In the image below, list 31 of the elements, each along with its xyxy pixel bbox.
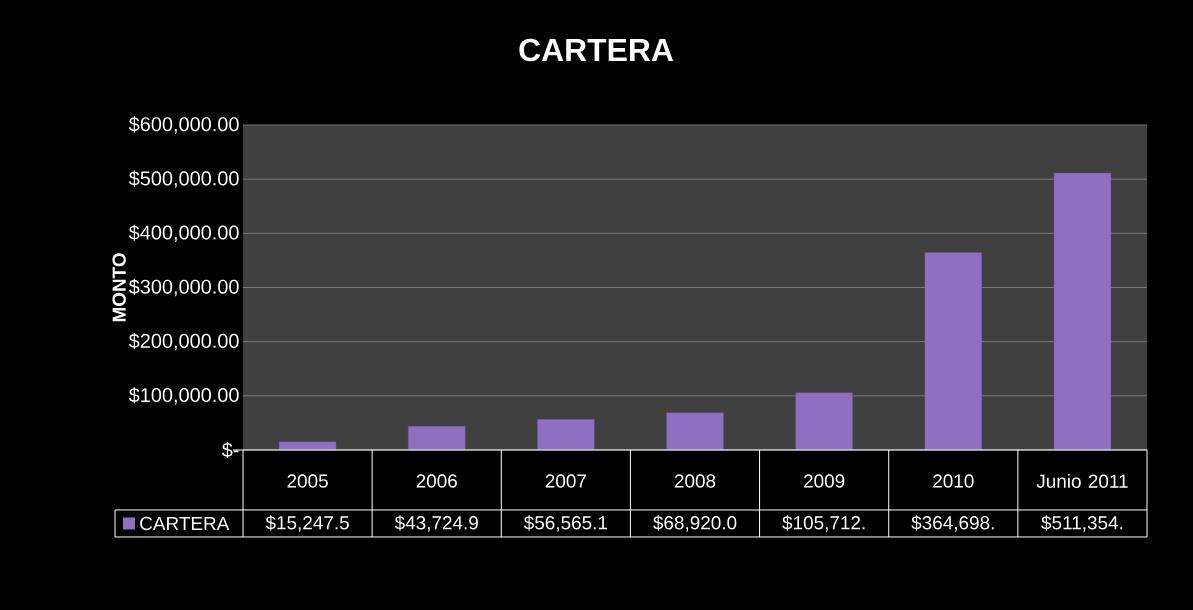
data-label: $511,354. <box>1041 515 1123 532</box>
data-label: $105,712. <box>782 515 865 532</box>
bar <box>666 412 724 451</box>
legend-label: CARTERA <box>140 516 230 531</box>
data-label: $43,724.9 <box>394 515 478 532</box>
x-tick-label: 2010 <box>933 474 974 488</box>
y-tick-label: $100,000.00 <box>128 387 239 405</box>
data-label: $364,698. <box>911 515 994 532</box>
chart-title: CARTERA <box>519 38 674 62</box>
data-label: $68,920.0 <box>653 515 737 532</box>
y-axis-title: MONTO <box>112 253 126 322</box>
y-tick-label: $600,000.00 <box>128 116 239 134</box>
bar <box>1053 172 1112 451</box>
y-tick-label: $400,000.00 <box>128 224 239 242</box>
y-tick-label: $300,000.00 <box>128 278 239 297</box>
bar <box>795 392 853 451</box>
data-label: $56,565.1 <box>523 515 608 532</box>
bar <box>408 426 466 451</box>
x-tick-label: 2009 <box>804 474 845 488</box>
bar <box>537 419 595 451</box>
y-tick-label: $500,000.00 <box>128 170 239 188</box>
x-tick-label: 2008 <box>674 474 716 488</box>
x-tick-label: Junio 2011 <box>1036 474 1128 488</box>
x-tick-label: 2005 <box>287 474 328 488</box>
x-tick-label: 2006 <box>416 474 457 488</box>
bar <box>278 441 337 451</box>
y-tick-label: $- <box>221 441 239 459</box>
bar <box>924 252 982 451</box>
x-tick-label: 2007 <box>545 474 586 488</box>
y-tick-label: $200,000.00 <box>128 333 239 351</box>
data-label: $15,247.5 <box>265 515 349 532</box>
